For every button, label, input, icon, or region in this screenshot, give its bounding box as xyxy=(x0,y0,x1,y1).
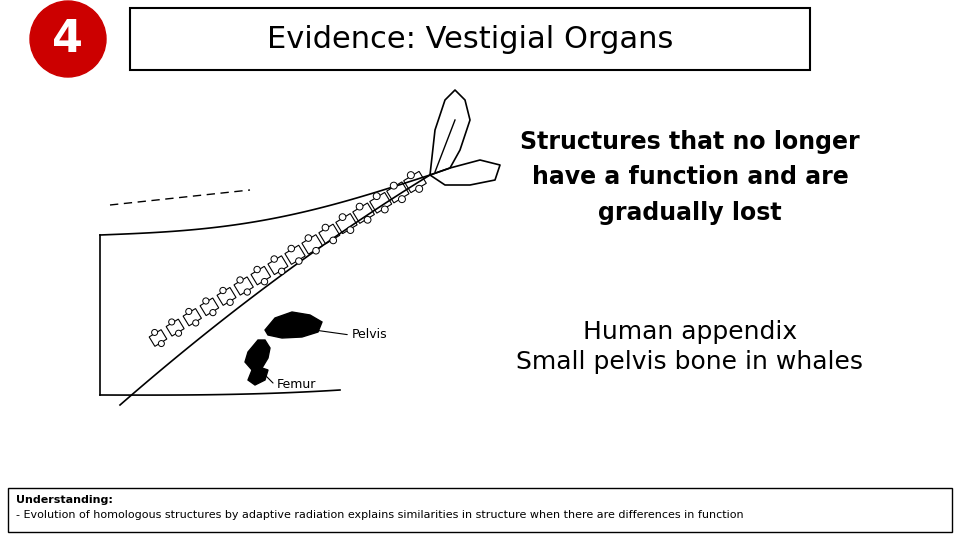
Polygon shape xyxy=(319,224,340,244)
Circle shape xyxy=(30,1,106,77)
Circle shape xyxy=(253,266,260,273)
Text: Human appendix: Human appendix xyxy=(583,320,797,344)
Polygon shape xyxy=(352,203,374,224)
Circle shape xyxy=(227,299,233,306)
Circle shape xyxy=(416,185,422,192)
Circle shape xyxy=(203,298,209,304)
Circle shape xyxy=(152,329,157,335)
Text: Structures that no longer
have a function and are
gradually lost: Structures that no longer have a functio… xyxy=(520,130,860,225)
Polygon shape xyxy=(301,235,323,254)
FancyBboxPatch shape xyxy=(130,8,810,70)
Text: Pelvis: Pelvis xyxy=(352,328,388,341)
Polygon shape xyxy=(370,192,392,213)
Polygon shape xyxy=(149,329,167,346)
Circle shape xyxy=(381,206,388,213)
Polygon shape xyxy=(217,287,236,305)
Polygon shape xyxy=(265,312,322,338)
Text: Small pelvis bone in whales: Small pelvis bone in whales xyxy=(516,350,863,374)
Circle shape xyxy=(305,235,312,241)
Circle shape xyxy=(339,214,346,220)
Polygon shape xyxy=(166,319,184,336)
Text: Evidence: Vestigial Organs: Evidence: Vestigial Organs xyxy=(267,24,673,53)
Text: Femur: Femur xyxy=(277,379,317,392)
Polygon shape xyxy=(285,245,305,265)
Circle shape xyxy=(398,195,405,202)
Polygon shape xyxy=(251,266,271,285)
Circle shape xyxy=(210,309,216,316)
Polygon shape xyxy=(336,213,357,234)
Polygon shape xyxy=(387,182,409,203)
Circle shape xyxy=(288,245,295,252)
Circle shape xyxy=(278,268,285,274)
Circle shape xyxy=(169,319,175,325)
Circle shape xyxy=(220,287,227,294)
Circle shape xyxy=(261,279,268,285)
Circle shape xyxy=(323,224,328,231)
Circle shape xyxy=(391,182,397,189)
Polygon shape xyxy=(403,171,426,193)
Circle shape xyxy=(296,258,302,264)
Text: 4: 4 xyxy=(53,17,84,60)
Circle shape xyxy=(176,330,181,336)
Text: - Evolution of homologous structures by adaptive radiation explains similarities: - Evolution of homologous structures by … xyxy=(16,510,744,520)
Polygon shape xyxy=(183,308,202,326)
Circle shape xyxy=(313,247,320,254)
Circle shape xyxy=(244,289,251,295)
Circle shape xyxy=(158,341,164,347)
Circle shape xyxy=(330,237,337,244)
Circle shape xyxy=(373,193,380,200)
FancyBboxPatch shape xyxy=(8,488,952,532)
Circle shape xyxy=(185,308,192,314)
Circle shape xyxy=(348,227,354,233)
Circle shape xyxy=(356,203,363,210)
Polygon shape xyxy=(245,340,270,370)
Circle shape xyxy=(237,277,243,283)
Polygon shape xyxy=(268,256,288,275)
Text: Understanding:: Understanding: xyxy=(16,495,113,505)
Polygon shape xyxy=(234,277,253,295)
Polygon shape xyxy=(248,368,268,385)
Circle shape xyxy=(364,217,371,223)
Polygon shape xyxy=(200,298,219,315)
Circle shape xyxy=(271,256,277,262)
Circle shape xyxy=(193,320,199,326)
Circle shape xyxy=(407,172,415,179)
